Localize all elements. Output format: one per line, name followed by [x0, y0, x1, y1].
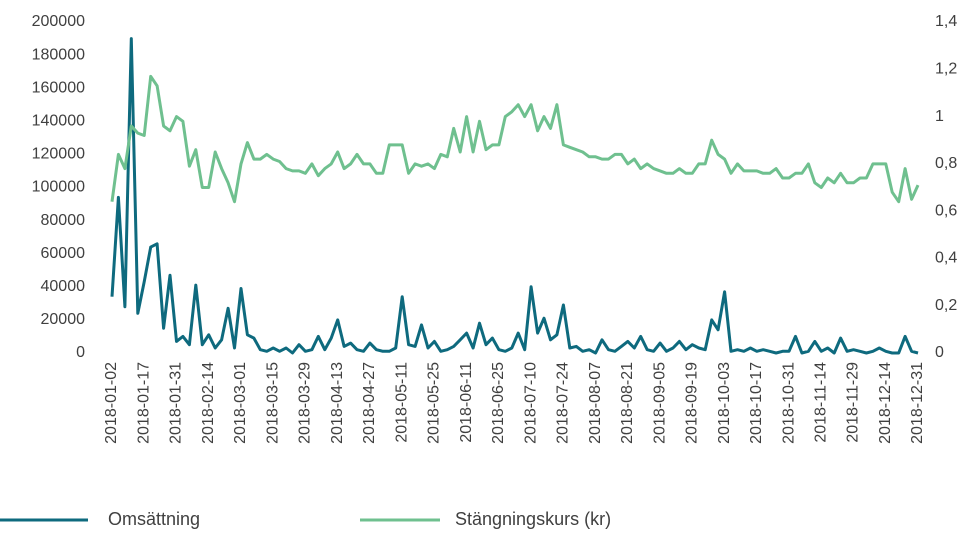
y-tick-label: 60000 [41, 245, 86, 262]
x-tick-label: 2018-10-31 [780, 362, 797, 444]
y2-tick-label: 1 [935, 108, 944, 125]
y-tick-label: 0 [76, 344, 85, 361]
y2-tick-label: 0,4 [935, 250, 957, 267]
x-tick-label: 2018-04-27 [361, 362, 378, 444]
x-tick-label: 2018-05-25 [426, 362, 443, 444]
series-line [110, 37, 919, 355]
legend-label: Omsättning [108, 509, 200, 529]
x-tick-label: 2018-06-11 [458, 362, 475, 443]
x-tick-label: 2018-01-02 [103, 362, 120, 444]
x-tick-label: 2018-03-01 [232, 362, 249, 444]
x-tick-label: 2018-02-14 [200, 362, 217, 444]
x-tick-label: 2018-03-29 [297, 362, 314, 444]
x-tick-label: 2018-05-11 [393, 362, 410, 443]
x-tick-label: 2018-10-03 [716, 362, 733, 444]
y2-tick-label: 1,4 [935, 13, 957, 30]
y2-tick-label: 0,6 [935, 202, 957, 219]
x-tick-label: 2018-12-31 [909, 362, 926, 444]
y-tick-label: 20000 [41, 311, 86, 328]
x-tick-label: 2018-07-10 [522, 362, 539, 444]
x-tick-label: 2018-09-19 [684, 362, 701, 444]
x-tick-label: 2018-11-29 [845, 362, 862, 443]
x-tick-label: 2018-06-25 [490, 362, 507, 444]
x-tick-label: 2018-08-21 [619, 362, 636, 444]
x-tick-label: 2018-12-14 [877, 362, 894, 444]
y-tick-label: 160000 [32, 79, 85, 96]
y-tick-label: 120000 [32, 146, 85, 163]
y-tick-label: 40000 [41, 278, 86, 295]
x-tick-label: 2018-08-07 [587, 362, 604, 444]
x-tick-label: 2018-09-05 [651, 362, 668, 444]
y-tick-label: 200000 [32, 13, 85, 30]
x-tick-label: 2018-10-17 [748, 362, 765, 444]
legend-label: Stängningskurs (kr) [455, 509, 611, 529]
y2-tick-label: 0 [935, 344, 944, 361]
y-tick-label: 80000 [41, 212, 86, 229]
x-tick-label: 2018-01-31 [168, 362, 185, 444]
y2-tick-label: 0,2 [935, 297, 957, 314]
y2-tick-label: 1,2 [935, 61, 957, 78]
series-line [110, 74, 920, 204]
x-tick-label: 2018-11-14 [812, 362, 829, 443]
x-tick-label: 2018-03-15 [264, 362, 281, 444]
y-tick-label: 100000 [32, 179, 85, 196]
y-tick-label: 180000 [32, 46, 85, 63]
y2-tick-label: 0,8 [935, 155, 957, 172]
x-tick-label: 2018-04-13 [329, 362, 346, 444]
y-tick-label: 140000 [32, 113, 85, 130]
x-tick-label: 2018-07-24 [555, 362, 572, 444]
x-tick-label: 2018-01-17 [135, 362, 152, 444]
